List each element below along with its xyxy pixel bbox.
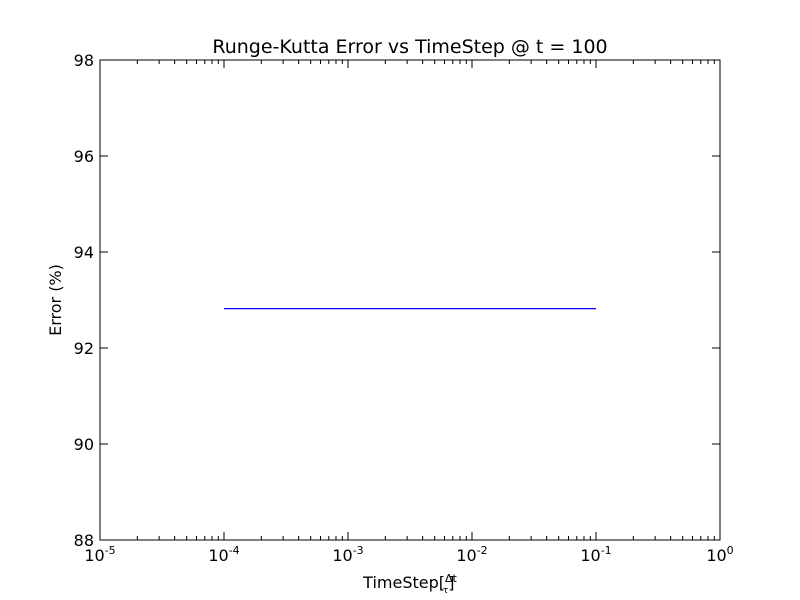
x-tick-label-4: 10-1 (580, 544, 611, 565)
x-tick-label-0: 10-5 (84, 544, 115, 565)
x-axis-label: TimeStep[Δt τ] (362, 572, 457, 596)
x-tick-label-3: 10-2 (456, 544, 487, 565)
y-tick-label-5: 98 (74, 51, 94, 70)
x-tick-label-1: 10-4 (208, 544, 239, 565)
x-tick-label-5: 100 (706, 544, 733, 565)
x-tick-label-2: 10-3 (332, 544, 363, 565)
tick-layer: 10-5 10-4 10-3 10-2 10-1 100 88 90 92 94 96 98 (74, 51, 734, 565)
y-tick-label-1: 90 (74, 435, 94, 454)
y-tick-label-0: 88 (74, 531, 94, 550)
y-tick-label-2: 92 (74, 339, 94, 358)
y-axis-label: Error (%) (46, 264, 65, 336)
y-tick-label-3: 94 (74, 243, 94, 262)
y-tick-label-4: 96 (74, 147, 94, 166)
chart-title: Runge-Kutta Error vs TimeStep @ t = 100 (212, 36, 607, 58)
plot-frame (99, 59, 721, 541)
